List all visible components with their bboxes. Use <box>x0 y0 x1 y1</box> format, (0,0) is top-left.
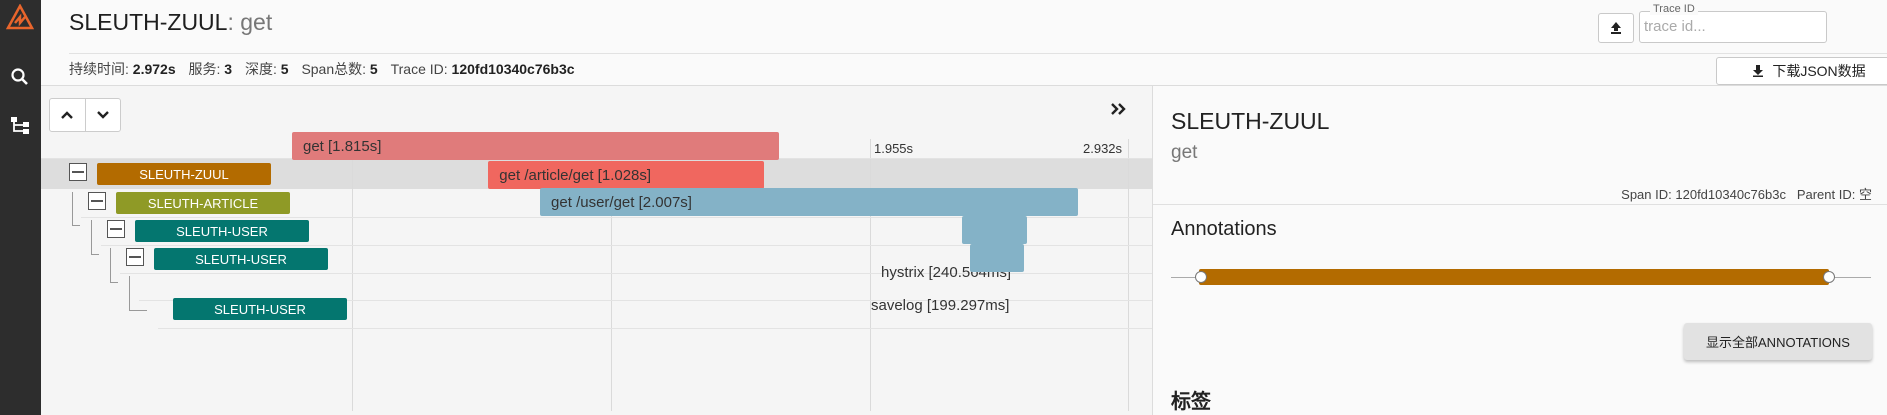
grid-line <box>352 139 353 411</box>
row-divider <box>139 300 1152 301</box>
tree-connector <box>110 248 111 282</box>
annotation-bar <box>1199 269 1829 285</box>
row-divider <box>158 328 1152 329</box>
trace-id-legend: Trace ID <box>1650 3 1698 15</box>
trace-header: SLEUTH-ZUUL: get 持续时间: 2.972s 服务: 3 深度: … <box>41 0 1887 86</box>
services-label: 服务: <box>188 61 221 77</box>
trace-id-input[interactable] <box>1642 17 1822 36</box>
service-badge: SLEUTH-ARTICLE <box>116 192 290 214</box>
next-span-button[interactable] <box>86 99 121 131</box>
spans-label: Span总数: <box>301 61 367 77</box>
zipkin-logo-icon[interactable] <box>6 4 34 32</box>
collapse-toggle[interactable] <box>107 220 125 238</box>
parent-id-label: Parent ID: <box>1796 187 1856 202</box>
upload-icon <box>1611 22 1621 34</box>
trace-stats: 持续时间: 2.972s 服务: 3 深度: 5 Span总数: 5 Trace… <box>69 59 584 79</box>
traceid-label: Trace ID: <box>390 61 448 77</box>
duration-value: 2.972s <box>132 61 176 77</box>
left-nav <box>0 0 41 415</box>
annotation-marker[interactable] <box>1195 271 1207 283</box>
chevron-down-icon <box>96 111 109 119</box>
grid-line <box>870 139 871 411</box>
span-bar[interactable] <box>970 244 1024 272</box>
tree-connector <box>72 225 80 226</box>
grid-line <box>1128 139 1129 411</box>
parent-id-value: 空 <box>1858 187 1872 202</box>
annotations-title: Annotations <box>1171 218 1277 240</box>
row-divider <box>120 273 1152 274</box>
detail-service-name: SLEUTH-ZUUL <box>1171 108 1330 134</box>
dependencies-icon[interactable] <box>6 111 34 139</box>
annotation-marker[interactable] <box>1823 271 1835 283</box>
double-chevron-right-icon <box>1111 103 1126 115</box>
span-bar[interactable]: get [1.815s] <box>292 132 779 160</box>
span-detail-panel: SLEUTH-ZUUL get Span ID: 120fd10340c76b3… <box>1152 86 1887 415</box>
span-id-label: Span ID: <box>1621 187 1672 202</box>
show-all-annotations-button[interactable]: 显示全部ANNOTATIONS <box>1684 323 1872 360</box>
chevron-up-icon <box>61 111 74 119</box>
traceid-value: 120fd10340c76b3c <box>451 61 575 77</box>
service-badge: SLEUTH-USER <box>135 220 309 242</box>
tick-label: 1.955s <box>874 141 914 156</box>
trace-timeline: 0ms 977.428ms 1.955s 2.932s SLEUTH-ZUUL … <box>41 86 1152 415</box>
tree-connector <box>129 276 130 310</box>
collapse-toggle[interactable] <box>126 248 144 266</box>
collapse-toggle[interactable] <box>88 192 106 210</box>
service-badge: SLEUTH-USER <box>173 298 347 320</box>
duration-label: 持续时间: <box>69 61 129 77</box>
spans-value: 5 <box>369 61 378 77</box>
tree-connector <box>129 310 147 311</box>
span-bar[interactable]: get /article/get [1.028s] <box>488 161 764 189</box>
service-badge: SLEUTH-ZUUL <box>97 163 271 185</box>
detail-divider <box>1153 204 1887 205</box>
download-label: 下载JSON数据 <box>1772 63 1866 79</box>
span-bar[interactable]: get /user/get [2.007s] <box>540 188 1079 216</box>
tree-connector <box>72 192 73 225</box>
detail-span-name: get <box>1171 142 1198 163</box>
tree-connector <box>91 254 99 255</box>
services-value: 3 <box>224 61 233 77</box>
download-json-button[interactable]: 下载JSON数据 <box>1716 57 1887 85</box>
title-separator: : <box>227 9 241 35</box>
row-divider <box>101 245 1152 246</box>
collapse-toggle[interactable] <box>69 163 87 181</box>
span-nav-buttons <box>49 98 121 132</box>
title-service: SLEUTH-ZUUL <box>69 9 228 35</box>
depth-value: 5 <box>280 61 289 77</box>
row-divider <box>81 217 1152 218</box>
span-label: savelog [199.297ms] <box>871 297 1010 314</box>
tick-label: 2.932s <box>1083 141 1123 156</box>
tree-connector <box>91 220 92 254</box>
tags-title: 标签 <box>1171 391 1211 413</box>
tree-connector <box>110 282 118 283</box>
depth-label: 深度: <box>244 61 277 77</box>
upload-json-button[interactable] <box>1598 13 1634 43</box>
span-ids: Span ID: 120fd10340c76b3c Parent ID: 空 <box>1621 184 1872 203</box>
grid-line <box>611 139 612 411</box>
header-divider <box>69 53 1887 54</box>
title-span: get <box>240 9 273 35</box>
page-title: SLEUTH-ZUUL: get <box>69 9 272 36</box>
search-icon[interactable] <box>6 63 34 91</box>
span-id-value: 120fd10340c76b3c <box>1675 187 1786 202</box>
span-bar[interactable] <box>962 216 1027 244</box>
prev-span-button[interactable] <box>50 99 86 131</box>
service-badge: SLEUTH-USER <box>154 248 328 270</box>
expand-detail-button[interactable] <box>1110 102 1126 121</box>
download-icon <box>1753 65 1764 77</box>
